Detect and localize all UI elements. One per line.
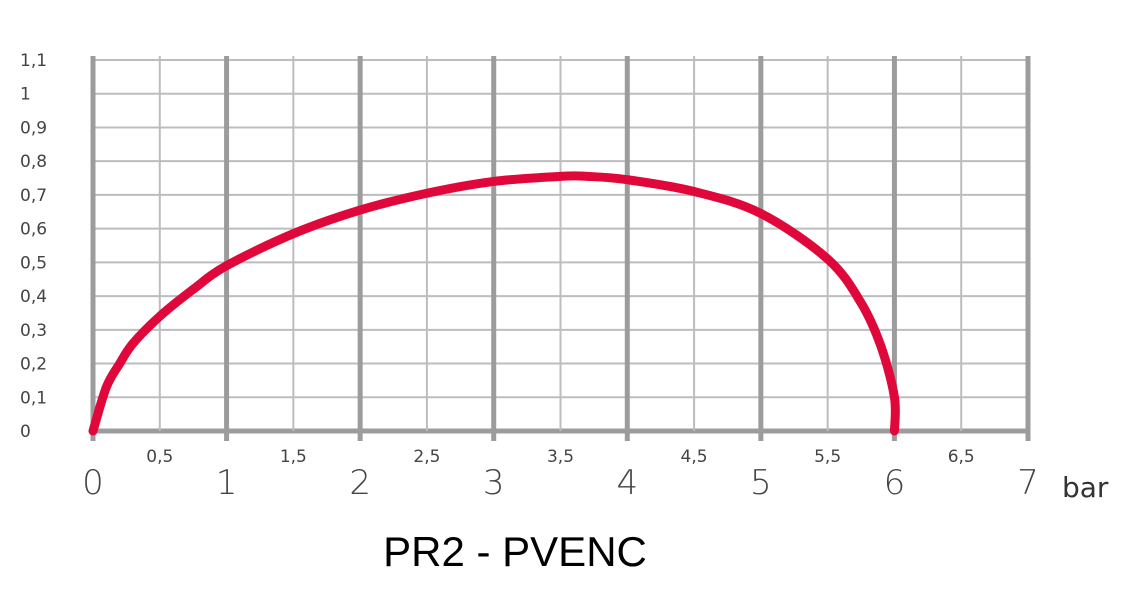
grid-lines <box>90 56 1031 441</box>
series-line <box>88 171 900 436</box>
y-tick-label: 0,3 <box>20 321 47 341</box>
y-tick-label: 0,8 <box>20 152 47 172</box>
x-tick-label-major: 3 <box>483 463 505 503</box>
x-tick-label-major: 6 <box>884 463 906 503</box>
y-tick-label: 0,6 <box>20 220 47 240</box>
x-tick-label-minor: 6,5 <box>948 447 975 467</box>
x-tick-label-minor: 3,5 <box>547 447 574 467</box>
y-tick-label: 1 <box>20 85 31 105</box>
x-tick-label-minor: 4,5 <box>681 447 708 467</box>
x-tick-label-minor: 0,5 <box>146 447 173 467</box>
x-tick-label-minor: 5,5 <box>814 447 841 467</box>
y-tick-labels: 0 0,1 0,2 0,3 0,4 0,5 0,6 0,7 0,8 0,9 1 1,1 <box>20 51 47 442</box>
x-axis-unit-label: bar <box>1062 471 1109 504</box>
x-tick-label-minor: 2,5 <box>413 447 440 467</box>
y-tick-label: 0,9 <box>20 118 47 138</box>
y-tick-label: 0,1 <box>20 388 47 408</box>
y-tick-label: 0,5 <box>20 253 47 273</box>
x-tick-label-major: 2 <box>349 463 371 503</box>
pressure-curve-chart: 0 0,1 0,2 0,3 0,4 0,5 0,6 0,7 0,8 0,9 1 1,1 0 1 2 3 4 5 6… <box>20 51 1109 504</box>
chart-title: PR2 - PVENC <box>383 528 647 575</box>
y-tick-label: 0,7 <box>20 186 47 206</box>
y-tick-label: 0 <box>20 422 31 442</box>
x-tick-label-major: 0 <box>82 463 104 503</box>
x-tick-labels: 0 1 2 3 4 5 6 7 0,5 1,5 2,5 3,5 4,5 5,5 6,5 <box>82 447 1039 503</box>
x-tick-label-major: 5 <box>750 463 772 503</box>
y-tick-label: 0,4 <box>20 287 47 307</box>
x-tick-label-major: 4 <box>616 463 638 503</box>
y-tick-label: 1,1 <box>20 51 47 71</box>
x-tick-label-major: 1 <box>216 463 238 503</box>
y-tick-label: 0,2 <box>20 355 47 375</box>
x-tick-label-minor: 1,5 <box>280 447 307 467</box>
x-tick-label-major: 7 <box>1017 463 1039 503</box>
